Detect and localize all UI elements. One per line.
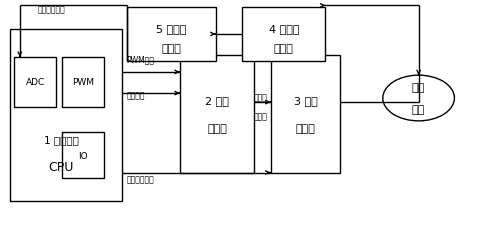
Bar bbox=[14, 58, 56, 108]
Bar bbox=[242, 8, 325, 62]
Bar bbox=[271, 55, 340, 174]
Text: 3 功率: 3 功率 bbox=[294, 96, 317, 106]
Text: ADC: ADC bbox=[25, 78, 45, 87]
Text: 绕组: 绕组 bbox=[412, 105, 425, 115]
Bar bbox=[10, 30, 123, 201]
Text: 下管换相信号: 下管换相信号 bbox=[126, 175, 154, 184]
Text: 样电路: 样电路 bbox=[274, 44, 294, 53]
Text: PWM信号: PWM信号 bbox=[126, 55, 154, 64]
Text: 5 滤波放: 5 滤波放 bbox=[157, 24, 187, 34]
Text: IO: IO bbox=[78, 151, 88, 160]
Bar bbox=[62, 58, 104, 108]
Text: 变换器: 变换器 bbox=[296, 123, 315, 133]
Bar bbox=[127, 8, 216, 62]
Bar bbox=[180, 55, 254, 174]
Text: PWM: PWM bbox=[72, 78, 94, 87]
Text: 斩波信号: 斩波信号 bbox=[126, 91, 145, 100]
Text: 入与门: 入与门 bbox=[207, 123, 227, 133]
Bar bbox=[62, 133, 104, 178]
Text: 大电路: 大电路 bbox=[162, 44, 182, 53]
Ellipse shape bbox=[383, 76, 455, 121]
Text: 电机: 电机 bbox=[412, 82, 425, 92]
Text: 4 电流采: 4 电流采 bbox=[269, 24, 299, 34]
Text: 上管控: 上管控 bbox=[254, 93, 268, 102]
Text: CPU: CPU bbox=[49, 160, 74, 173]
Text: 2 二输: 2 二输 bbox=[205, 96, 229, 106]
Text: 制信号: 制信号 bbox=[254, 112, 268, 121]
Text: 1 微处理器: 1 微处理器 bbox=[44, 135, 79, 144]
Text: 采样放大信号: 采样放大信号 bbox=[37, 5, 65, 14]
